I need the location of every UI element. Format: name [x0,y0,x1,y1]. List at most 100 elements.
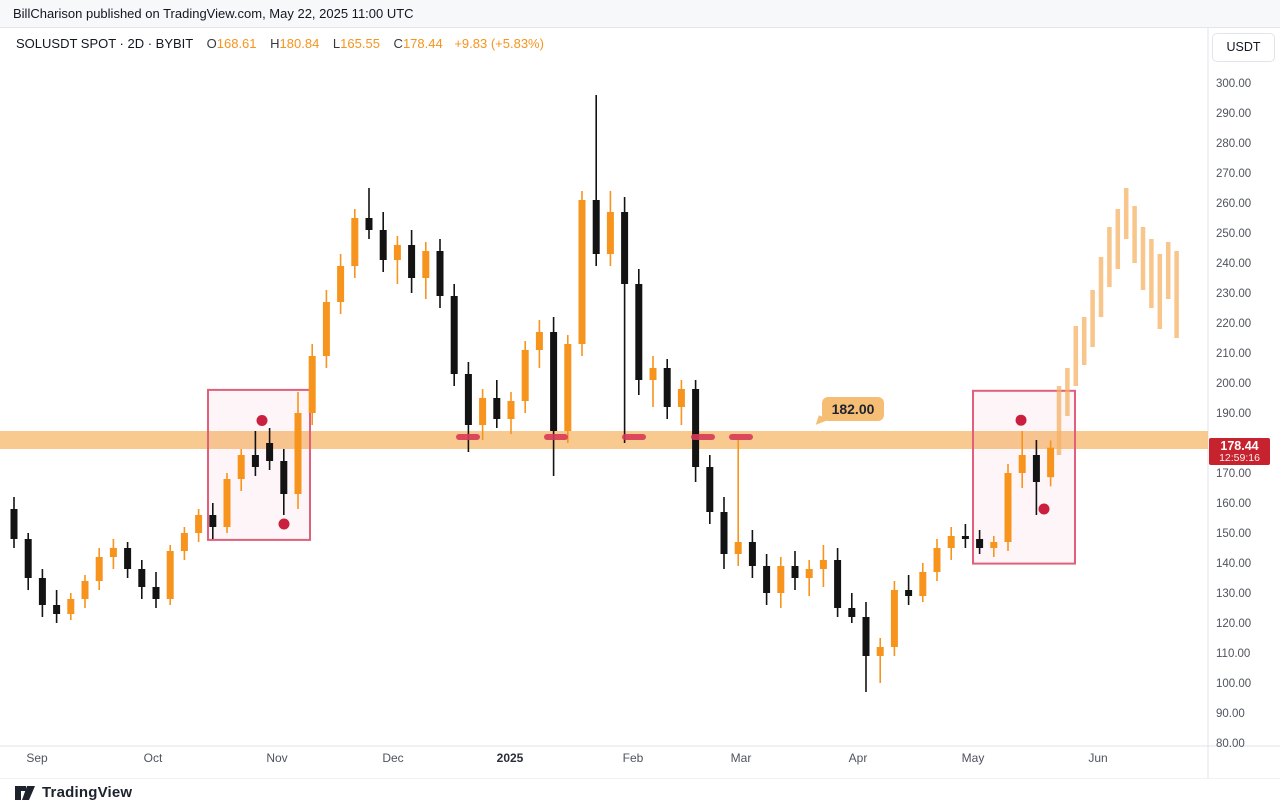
candle-body [848,608,856,617]
candle-body [10,509,18,539]
candle-body [635,284,643,380]
candle-body [308,356,316,413]
candle-body [663,368,671,407]
x-axis-label-mar: Mar [731,751,752,765]
x-axis-label-apr: Apr [849,751,868,765]
x-axis-label-oct: Oct [144,751,163,765]
band-touch-dash[interactable] [544,434,568,440]
candle-body [195,515,203,533]
chart-area: 300.00 290.00 280.00 270.00 260.00 250.00 240.… [0,28,1280,778]
signal-dot[interactable] [256,415,268,426]
candle-body [251,455,259,467]
band-touch-dash[interactable] [456,434,480,440]
price-callout-182[interactable]: 182.00 [822,397,884,421]
low-value: 165.55 [340,36,380,51]
currency-toggle-button[interactable]: USDT [1212,33,1275,62]
candle-body [280,461,288,494]
candle-body [777,566,785,593]
candle-body [947,536,955,548]
x-axis-label-feb: Feb [623,751,644,765]
tradingview-brand-text[interactable]: TradingView [42,784,133,801]
close-label: C [393,36,403,51]
candle-body [862,617,870,656]
candle-body [479,398,487,425]
candle-body [1004,473,1012,542]
band-touch-dash[interactable] [691,434,715,440]
candle-body [166,551,174,599]
x-axis-label-jun: Jun [1088,751,1107,765]
change-value: +9.83 (+5.83%) [454,36,544,51]
candle-body [606,212,614,254]
candle-body [763,566,771,593]
candle-body [706,467,714,512]
x-axis-label-may: May [962,751,985,765]
candle-body [890,590,898,647]
y-tick-label: 260.00 [1216,198,1251,210]
candle-body [379,230,387,260]
y-tick-label: 80.00 [1216,738,1245,750]
candle-body [322,302,330,356]
close-value: 178.44 [402,36,443,51]
footer-bar: TradingView [0,778,1280,806]
candle-body [237,455,245,479]
candle-body [905,590,913,596]
current-price-label[interactable]: 178.44 12:59:16 [1209,438,1270,465]
y-tick-label: 230.00 [1216,288,1251,300]
publish-bar: BillCharison published on TradingView.co… [0,0,1280,28]
band-touch-dash[interactable] [622,434,646,440]
candle-body [734,542,742,554]
signal-dot[interactable] [278,518,290,530]
y-tick-label: 240.00 [1216,258,1251,270]
signal-dot[interactable] [1038,503,1050,515]
tradingview-logo-icon[interactable] [14,784,36,802]
candle-body [408,245,416,278]
y-tick-label: 270.00 [1216,168,1251,180]
candle-body [450,296,458,374]
signal-dot[interactable] [1015,414,1027,426]
candle-body [53,605,61,614]
candle-body [791,566,799,578]
candle-body [592,200,600,254]
band-touch-dash[interactable] [729,434,753,440]
candle-body [1047,447,1055,478]
candle-body [819,560,827,569]
y-tick-label: 280.00 [1216,138,1251,150]
candle-body [337,266,345,302]
candle-body [805,569,813,578]
candle-body [152,587,160,599]
candle-body [67,599,75,614]
candle-body [38,578,46,605]
candle-body [464,374,472,425]
candle-body [209,515,217,527]
y-tick-label: 300.00 [1216,78,1251,90]
y-tick-label: 160.00 [1216,498,1251,510]
candle-body [266,443,274,461]
candle-body [1018,455,1026,473]
y-tick-label: 190.00 [1216,408,1251,420]
y-tick-label: 250.00 [1216,228,1251,240]
support-band[interactable] [0,431,1208,449]
low-label: L [332,36,341,51]
current-price-value: 178.44 [1220,439,1259,453]
y-tick-label: 140.00 [1216,558,1251,570]
candle-body [493,398,501,419]
candle-body [692,389,700,467]
price-chart: 300.00 290.00 280.00 270.00 260.00 250.00 240.… [0,28,1280,778]
candle-body [550,332,558,431]
open-label: O [206,36,217,51]
candle-body [351,218,359,266]
candle-body [564,344,572,431]
high-value: 180.84 [279,36,320,51]
candle-body [436,251,444,296]
candle-body [578,200,586,344]
candle-body [976,539,984,548]
chart-legend[interactable]: SOLUSDT SPOT · 2D · BYBIT O168.61 H180.8… [16,36,544,51]
candle-body [1032,455,1040,482]
bar-countdown: 12:59:16 [1219,452,1260,464]
y-tick-label: 200.00 [1216,378,1251,390]
open-value: 168.61 [216,36,257,51]
candle-body [24,539,32,578]
candle-body [365,218,373,230]
y-tick-label: 220.00 [1216,318,1251,330]
x-axis-label-dec: Dec [382,751,403,765]
